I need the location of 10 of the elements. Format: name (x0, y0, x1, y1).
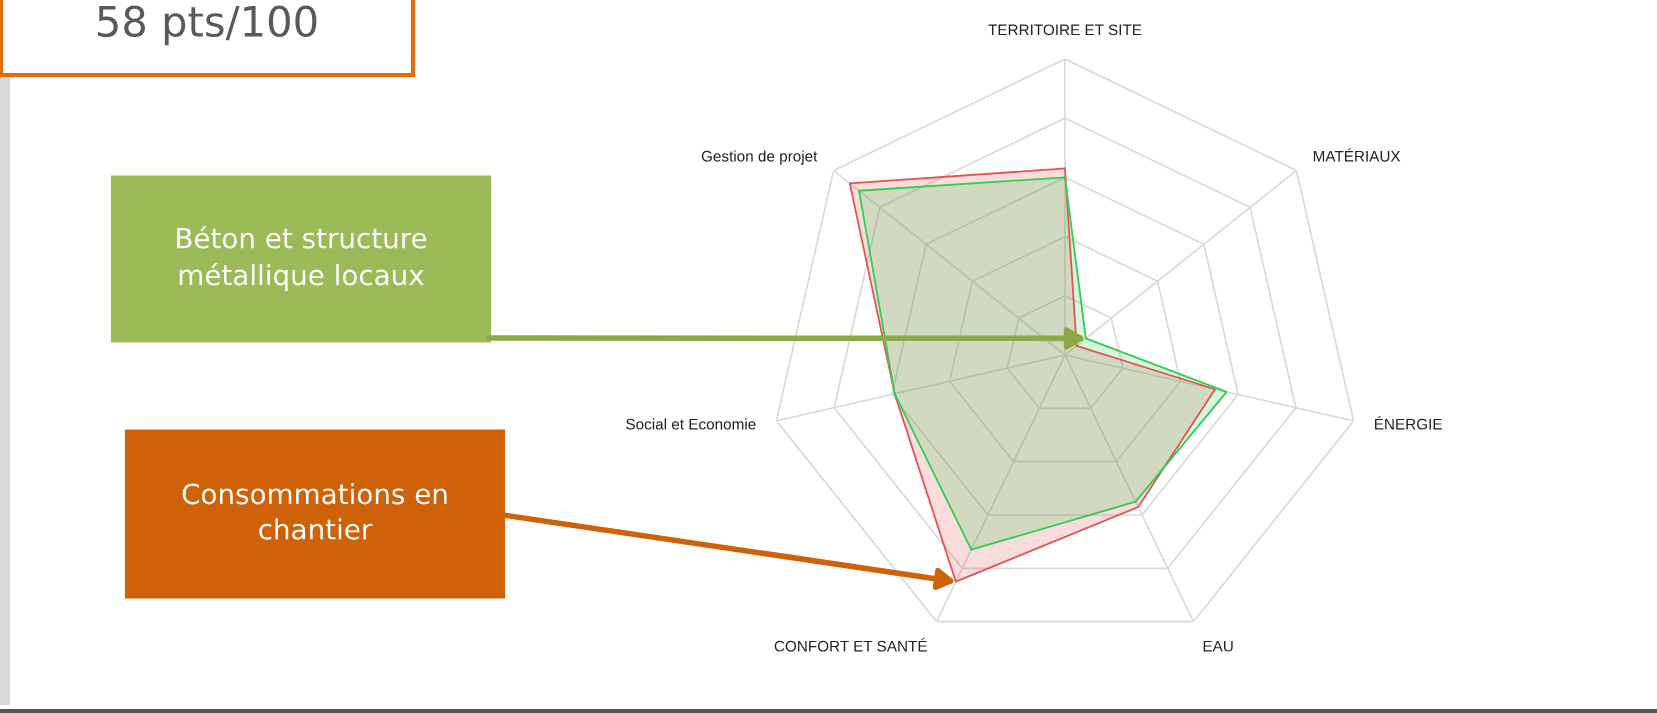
spoke-label: TERRITOIRE ET SITE (988, 24, 1142, 36)
text: Béton et structure métallique locaux (177, 226, 427, 291)
spoke-label: CONFORT ET SANTÉ (774, 638, 927, 652)
spoke-label: Social et Economie (626, 418, 756, 430)
spoke-label: ÉNERGIE (1375, 416, 1442, 430)
text: 58 pts/100 (98, 5, 317, 46)
spoke-label: EAU (1203, 640, 1233, 652)
spoke-label: MATÉRIAUX (1313, 148, 1401, 162)
spoke-label: Gestion de projet (701, 150, 818, 165)
text: Consommations en chantier (182, 482, 447, 540)
